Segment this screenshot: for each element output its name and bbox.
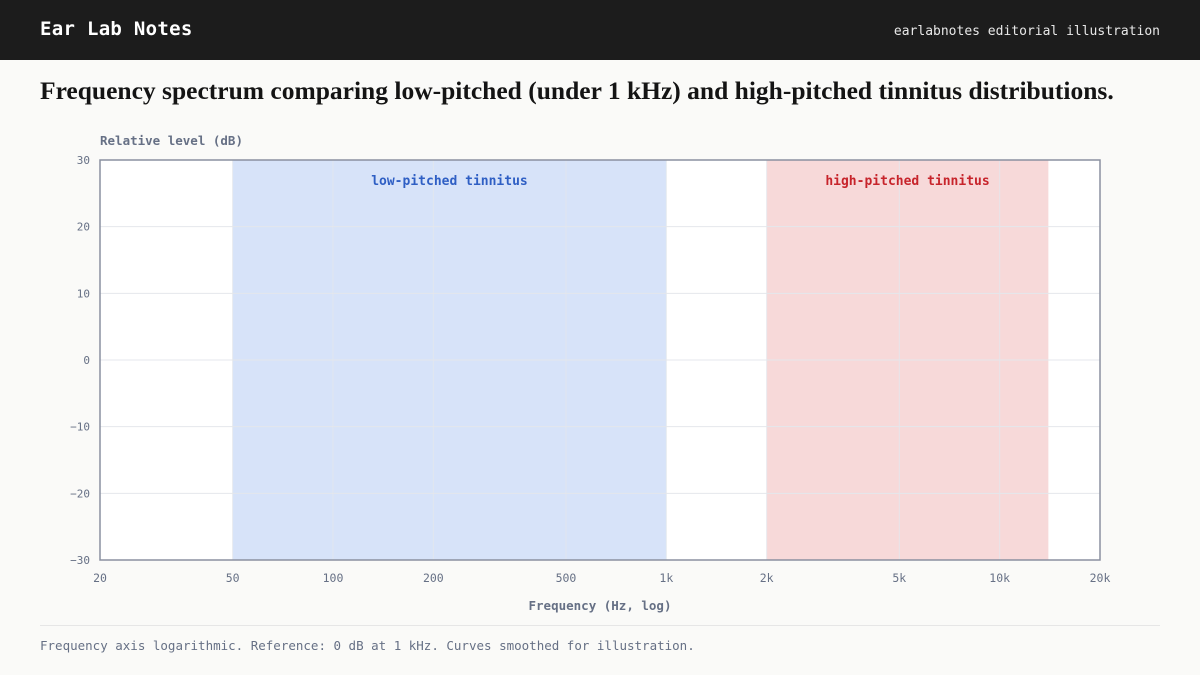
- y-axis-title: Relative level (dB): [100, 133, 243, 148]
- x-tick-label: 5k: [892, 571, 906, 585]
- plot-frame: [99, 159, 1101, 561]
- y-tick-label: 20: [77, 221, 90, 234]
- brand-tagline: earlabnotes editorial illustration: [893, 24, 1160, 39]
- top-bar: Ear Lab Notes earlabnotes editorial illu…: [0, 0, 1200, 60]
- x-tick-label: 200: [423, 571, 444, 585]
- frequency-spectrum-chart: low-pitched tinnitus high-pitched tinnitu…: [70, 133, 1111, 613]
- y-tick-label: −20: [70, 487, 90, 500]
- x-tick-label: 20: [93, 571, 107, 585]
- chart-container: low-pitched tinnitus high-pitched tinnitu…: [0, 120, 1200, 620]
- chart-footnote: Frequency axis logarithmic. Reference: 0…: [40, 638, 695, 653]
- page-title: Frequency spectrum comparing low-pitched…: [40, 76, 1114, 105]
- x-tick-label: 1k: [659, 571, 673, 585]
- y-tick-label: −10: [70, 421, 90, 434]
- x-tick-label: 500: [556, 571, 577, 585]
- x-tick-label: 50: [226, 571, 240, 585]
- y-tick-label: 10: [77, 287, 90, 300]
- y-tick-label: −30: [70, 554, 90, 567]
- y-tick-label: 0: [83, 354, 90, 367]
- x-tick-label: 100: [323, 571, 344, 585]
- brand-title: Ear Lab Notes: [40, 18, 193, 40]
- band-label-high: high-pitched tinnitus: [825, 174, 989, 189]
- x-tick-label: 2k: [760, 571, 774, 585]
- footer-divider: [40, 625, 1160, 626]
- band-label-low: low-pitched tinnitus: [371, 174, 528, 189]
- x-tick-label: 20k: [1090, 571, 1111, 585]
- x-axis-title: Frequency (Hz, log): [529, 598, 672, 613]
- x-tick-label: 10k: [989, 571, 1010, 585]
- y-tick-label: 30: [77, 154, 90, 167]
